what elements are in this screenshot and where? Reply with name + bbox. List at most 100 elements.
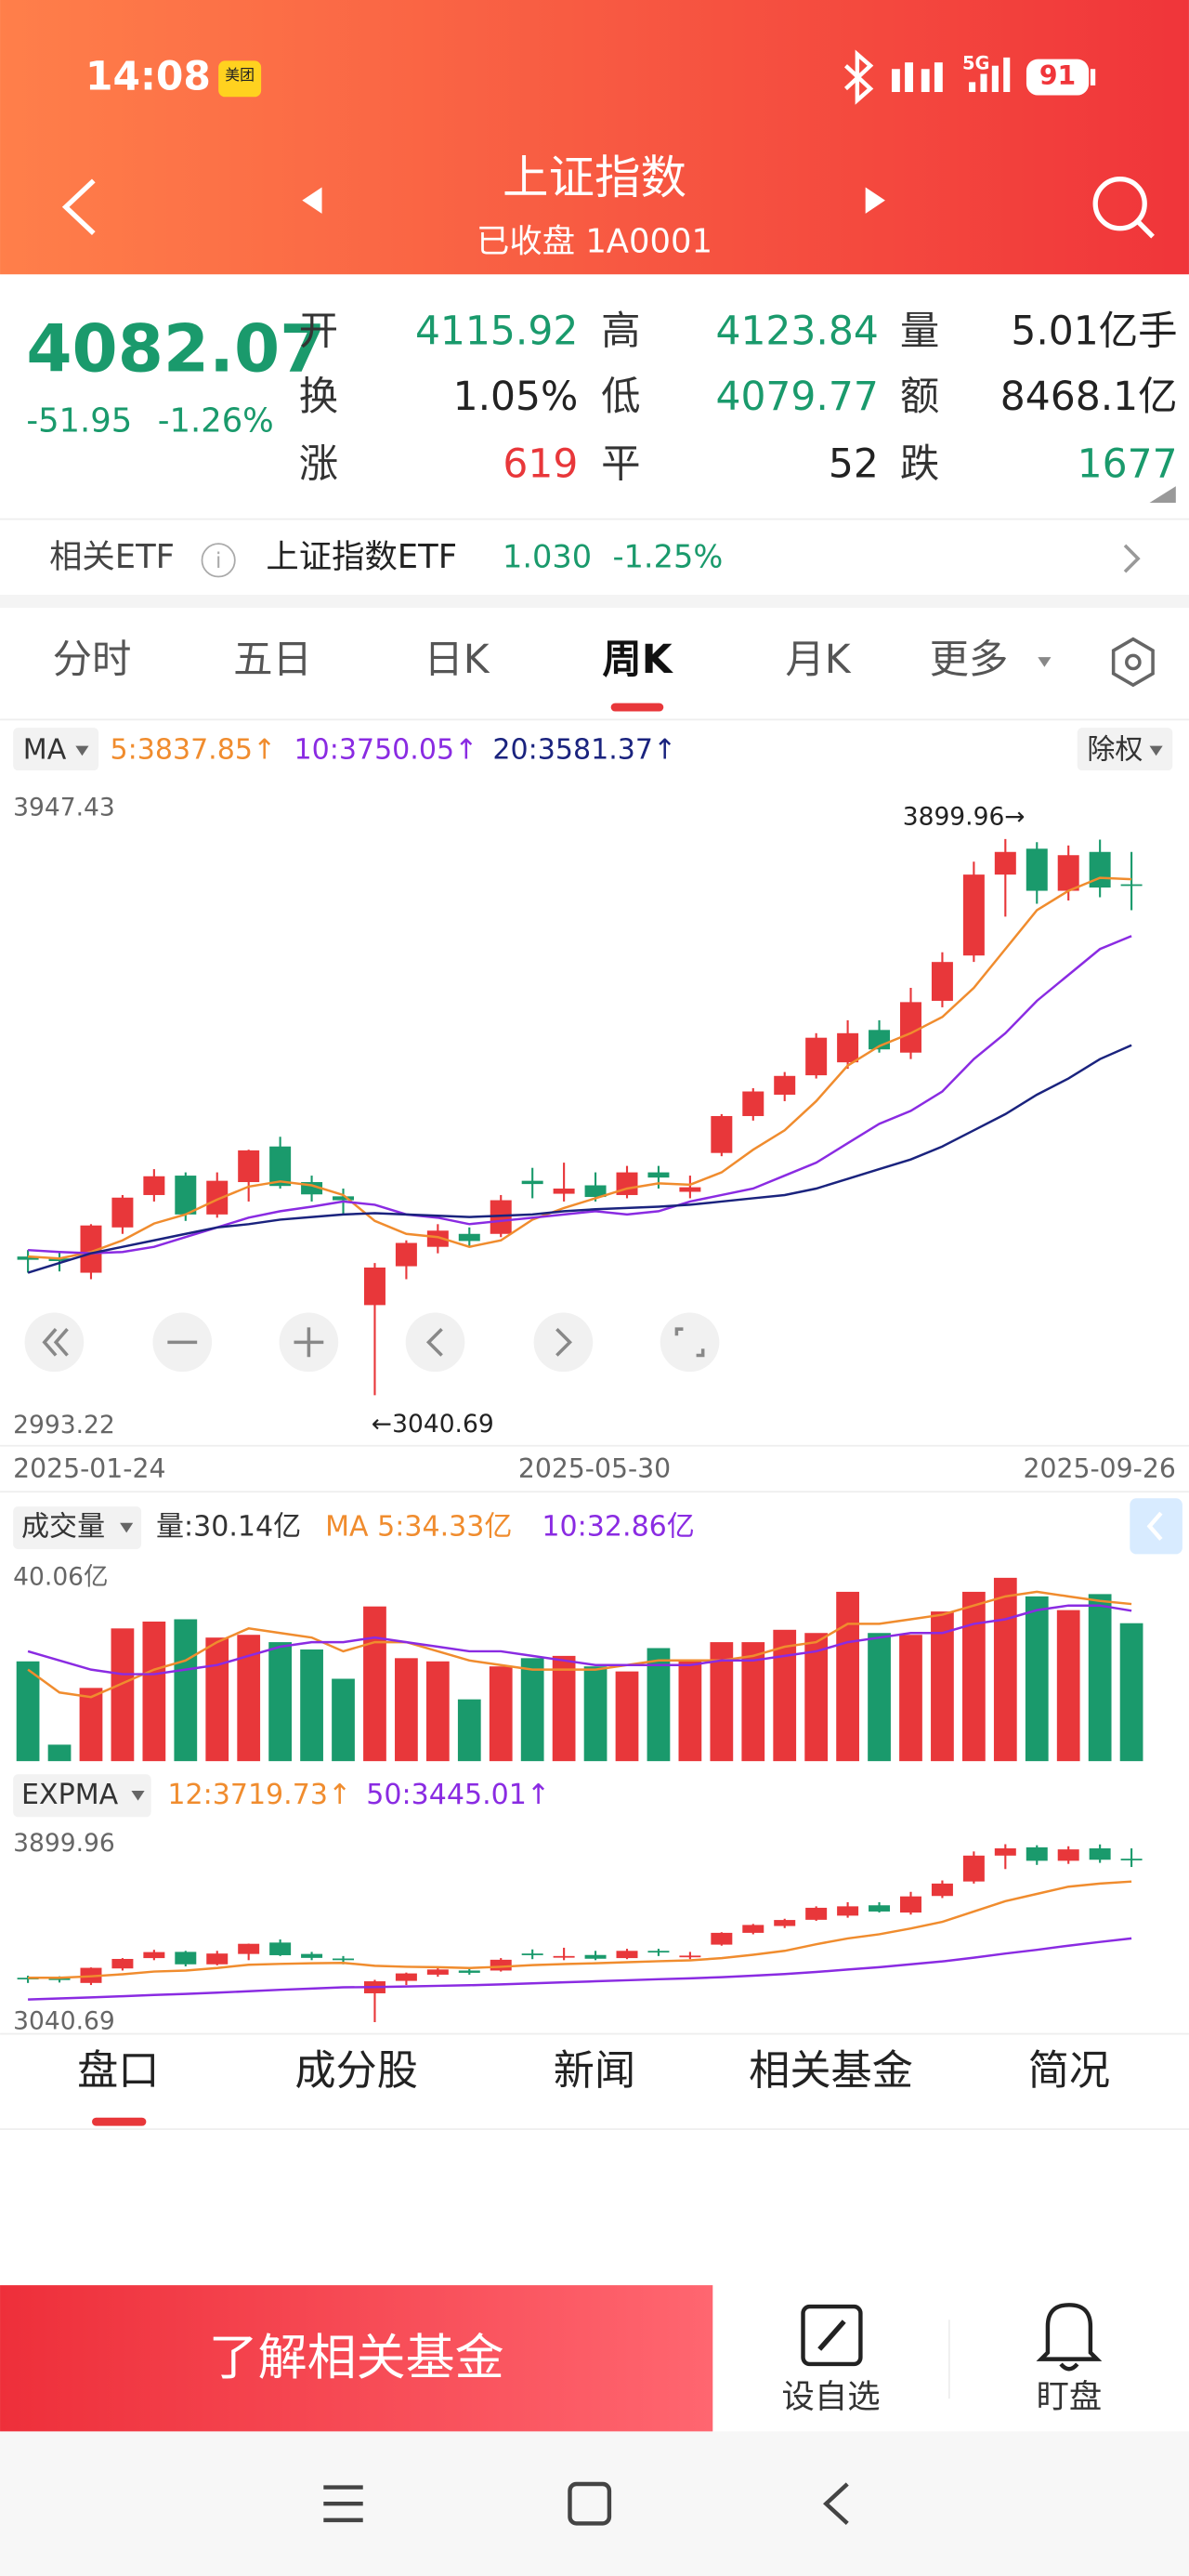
etf-row[interactable]: 相关ETF i 上证指数ETF 1.030 -1.25%	[49, 538, 1141, 578]
candle-body	[899, 1896, 921, 1913]
volume-select[interactable]	[13, 1506, 142, 1550]
stat-value: 52	[829, 442, 879, 488]
volume-bar	[1088, 1594, 1112, 1762]
candle-body	[80, 1225, 102, 1273]
active-tab-indicator	[610, 703, 664, 712]
candle-body	[426, 1230, 449, 1247]
candle-body	[521, 1180, 543, 1185]
dropdown-caret	[75, 745, 89, 756]
candle-body	[553, 1955, 575, 1958]
indicator-select[interactable]	[13, 728, 99, 771]
step-left[interactable]	[405, 1312, 465, 1373]
y-tick-label: 3040.69	[13, 2007, 115, 2036]
search-button[interactable]	[1092, 177, 1155, 239]
period-tab[interactable]: 月K	[785, 637, 851, 683]
candle-body	[805, 1037, 828, 1076]
chart-settings[interactable]	[1111, 637, 1155, 688]
quote-price: 4082.07	[26, 310, 325, 388]
candle-body	[490, 1200, 512, 1234]
bottom-tab[interactable]: 相关基金	[749, 2047, 913, 2095]
action-label: 盯盘	[1037, 2378, 1103, 2416]
period-tabs: 分时 五日 日K 周K 月K 更多	[53, 637, 1052, 712]
volume-bar	[457, 1699, 481, 1762]
period-tab[interactable]: 日K	[424, 637, 490, 683]
etf-price: 1.030	[503, 539, 592, 575]
stat-label: 换	[299, 375, 338, 420]
period-tab[interactable]: 周K	[602, 637, 673, 683]
etf-label: 相关ETF	[49, 538, 175, 576]
indicator-value: 5:3837.85↑	[110, 733, 276, 766]
prev-index[interactable]	[302, 187, 322, 214]
bottom-tab[interactable]: 成分股	[294, 2047, 418, 2095]
volume-bar	[142, 1621, 166, 1762]
candle-body	[333, 1958, 355, 1961]
zoom-out[interactable]	[152, 1312, 213, 1373]
volume-bar	[773, 1629, 797, 1762]
period-tab[interactable]: 更多	[930, 637, 1009, 683]
candle-body	[774, 1920, 796, 1926]
period-tab[interactable]: 五日	[233, 637, 312, 683]
candle-body	[143, 1176, 165, 1195]
candle-body	[1089, 1847, 1111, 1860]
volume-bar	[1119, 1623, 1143, 1762]
volume-bar	[174, 1619, 198, 1762]
bottom-tab[interactable]: 新闻	[554, 2047, 635, 2095]
candle-body	[711, 1932, 733, 1945]
bottom-tab[interactable]: 盘口	[77, 2047, 159, 2095]
volume-bar	[804, 1633, 829, 1762]
period-tab[interactable]: 分时	[53, 637, 132, 683]
stat-value: 5.01亿手	[1011, 309, 1177, 354]
stat-label: 额	[900, 375, 939, 420]
volume-bar	[268, 1642, 293, 1762]
next-index[interactable]	[865, 187, 885, 214]
stat-label: 涨	[299, 442, 338, 488]
expma-name: EXPMA	[21, 1779, 119, 1811]
side-panel-toggle[interactable]	[1130, 1498, 1182, 1555]
candle-body	[175, 1176, 197, 1215]
candle-body	[1120, 884, 1143, 887]
volume-name: 成交量	[21, 1511, 105, 1544]
volume-bar	[363, 1606, 386, 1762]
stat-value: 1.05%	[453, 375, 579, 420]
x-tick-label: 2025-01-24	[13, 1453, 165, 1484]
bottom-tab[interactable]: 简况	[1028, 2047, 1110, 2095]
volume-bar	[1025, 1596, 1049, 1762]
candle-body	[869, 1905, 891, 1912]
nav-back[interactable]	[823, 2482, 849, 2526]
indicator-value: 20:3581.37↑	[492, 733, 676, 766]
expma-select[interactable]	[13, 1774, 151, 1818]
fullscreen[interactable]	[660, 1312, 720, 1373]
candle-body	[1057, 855, 1079, 891]
candle-body	[175, 1952, 197, 1965]
indicator-value: 10:3750.05↑	[294, 733, 477, 766]
header-bg	[0, 0, 1189, 275]
back-button[interactable]	[61, 178, 96, 235]
nav-home[interactable]	[568, 2481, 612, 2526]
y-tick-label: 40.06亿	[13, 1562, 108, 1591]
candle-body	[426, 1969, 449, 1975]
cta-button[interactable]	[0, 2285, 713, 2432]
page-title: 上证指数	[503, 151, 686, 204]
candle-body	[1057, 1849, 1079, 1861]
scroll-left[interactable]	[24, 1312, 85, 1373]
candle-body	[1026, 1847, 1048, 1861]
candle-body	[301, 1953, 323, 1958]
battery-level: 91	[1039, 60, 1076, 91]
nav-menu[interactable]	[323, 2485, 363, 2523]
y-tick-label: 3899.96	[13, 1829, 115, 1858]
candle-body	[931, 1883, 953, 1897]
stat-value: 4123.84	[715, 309, 878, 354]
network-type: 5G	[962, 52, 989, 73]
adjust-select[interactable]	[1077, 728, 1173, 771]
indicator-value: 12:3719.73↑	[167, 1779, 351, 1811]
zoom-in[interactable]	[279, 1312, 339, 1373]
volume-bar	[205, 1637, 229, 1762]
step-right[interactable]	[533, 1312, 594, 1373]
status-time: 14:08	[85, 54, 211, 99]
add-watchlist[interactable]: 设自选	[782, 2304, 881, 2416]
candle-body	[711, 1115, 733, 1153]
candle-body	[363, 1267, 385, 1306]
active-tab-indicator	[92, 2117, 147, 2126]
watch-alert[interactable]: 盯盘	[1036, 2303, 1103, 2416]
